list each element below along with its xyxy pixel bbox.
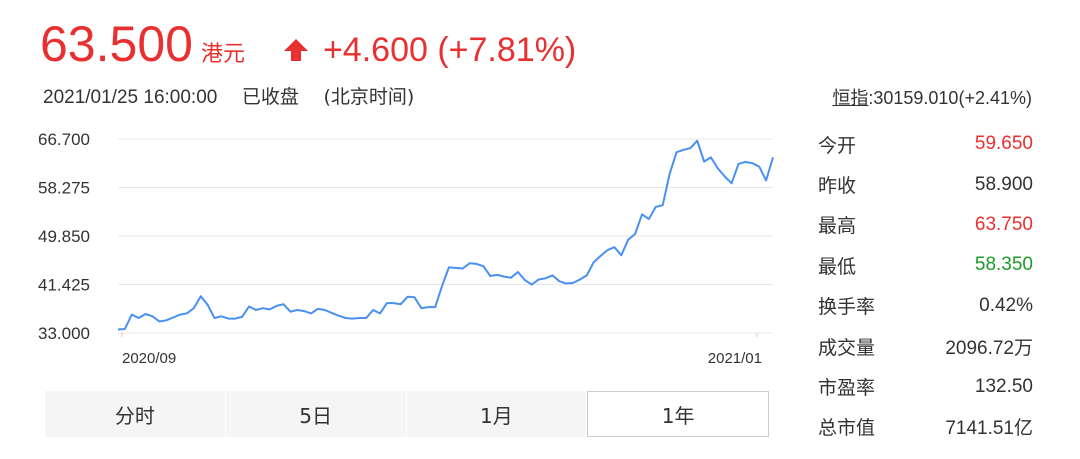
y-tick-label: 66.700 [38, 130, 90, 149]
price-line [117, 139, 774, 331]
stat-label: 市盈率 [818, 377, 876, 400]
tab-5-day[interactable]: 5日 [226, 391, 407, 437]
quote-status: 2021/01/25 16:00:00 已收盘 (北京时间) [43, 82, 414, 109]
x-tick-label: 2021/01 [708, 350, 762, 367]
market-state: 已收盘 [241, 86, 299, 108]
stat-turnover-rate: 换手率 0.42% [818, 286, 1033, 326]
tab-1-year[interactable]: 1年 [587, 391, 769, 437]
stat-value: 58.900 [974, 173, 1033, 195]
price-chart-svg: 66.700 58.275 49.850 41.425 33.000 2020/09 202… [38, 130, 774, 367]
stat-label: 今开 [818, 134, 857, 157]
current-price: 63.500 [40, 16, 193, 72]
stats-panel: 今开 59.650 昨收 58.900 最高 63.750 最低 58.350 … [818, 124, 1033, 447]
stat-value: 0.42% [979, 294, 1033, 316]
stat-open: 今开 59.650 [818, 124, 1033, 164]
stat-market-cap: 总市值 7141.51亿 [818, 407, 1033, 447]
stat-value: 63.750 [974, 213, 1033, 235]
quote-datetime: 2021/01/25 16:00:00 [43, 87, 218, 108]
tab-intraday[interactable]: 分时 [45, 391, 226, 437]
stat-value: 2096.72万 [945, 337, 1033, 359]
stat-label: 最高 [818, 215, 857, 238]
stat-pe-ratio: 市盈率 132.50 [818, 366, 1033, 406]
stat-low: 最低 58.350 [818, 245, 1033, 285]
tab-label: 5日 [299, 403, 332, 428]
tab-label: 分时 [114, 403, 155, 428]
up-arrow-icon [283, 38, 309, 62]
price-chart: 66.700 58.275 49.850 41.425 33.000 2020/09 202… [30, 122, 775, 374]
y-tick-label: 41.425 [38, 276, 90, 295]
stat-value: 132.50 [974, 375, 1033, 397]
index-value: :30159.010(+2.41%) [868, 88, 1032, 108]
quote-header: 63.500 港元 +4.600 (+7.81%) [40, 14, 576, 74]
price-change: +4.600 (+7.81%) [322, 31, 577, 69]
range-tabs: 分时 5日 1月 1年 [45, 391, 769, 437]
y-tick-label: 49.850 [38, 227, 90, 246]
timezone-note: (北京时间) [323, 86, 415, 108]
stat-label: 最低 [818, 255, 857, 278]
stat-value: 7141.51亿 [945, 418, 1033, 440]
x-tick-label: 2020/09 [122, 350, 176, 367]
stat-high: 最高 63.750 [818, 205, 1033, 245]
stat-prev-close: 昨收 58.900 [818, 164, 1033, 204]
stat-volume: 成交量 2096.72万 [818, 326, 1033, 366]
stat-value: 59.650 [974, 133, 1033, 155]
stat-label: 昨收 [818, 175, 857, 198]
currency-label: 港元 [200, 42, 245, 67]
index-link[interactable]: 恒指 [832, 88, 869, 109]
stat-label: 成交量 [818, 336, 876, 359]
y-tick-label: 33.000 [38, 324, 90, 343]
stat-value: 58.350 [974, 254, 1033, 276]
tab-1-month[interactable]: 1月 [407, 391, 588, 437]
tab-label: 1年 [661, 403, 695, 428]
y-tick-label: 58.275 [38, 179, 90, 198]
stat-label: 总市值 [818, 417, 876, 440]
tab-label: 1月 [480, 403, 513, 428]
index-quote: 恒指:30159.010(+2.41%) [832, 84, 1032, 110]
stat-label: 换手率 [818, 296, 876, 319]
